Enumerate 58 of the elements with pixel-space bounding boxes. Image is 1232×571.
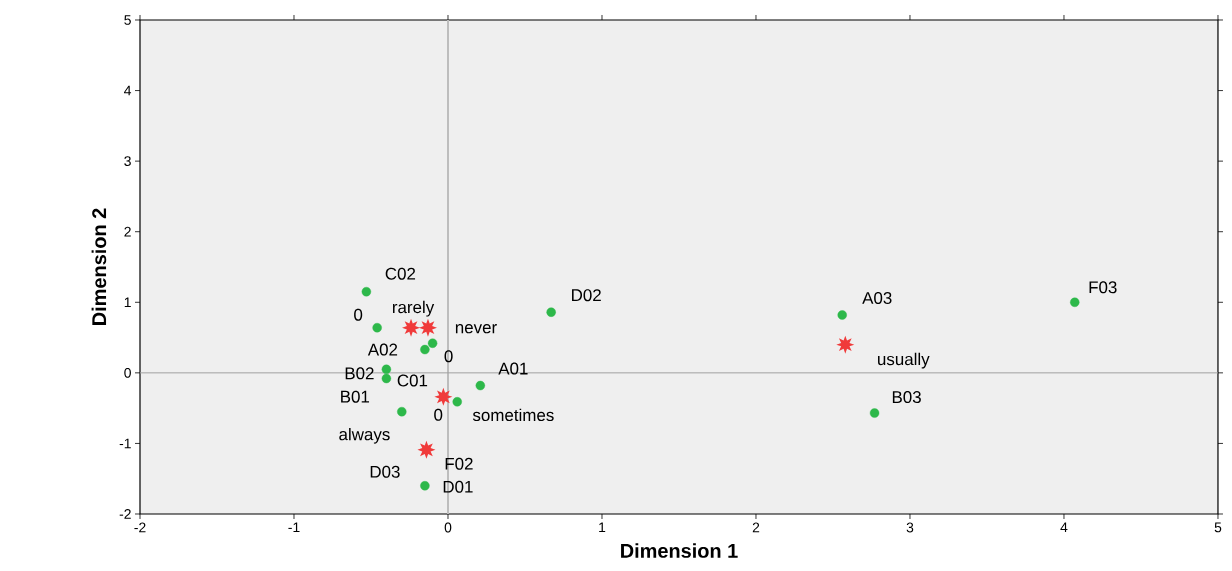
- annotation: C01: [397, 374, 428, 387]
- x-tick-label: 1: [599, 522, 606, 533]
- annotation: D01: [443, 480, 473, 493]
- point: [546, 307, 556, 317]
- point: [420, 344, 430, 355]
- annotation: A03: [862, 291, 892, 304]
- x-tick-label: 0: [444, 522, 452, 533]
- annotation: never: [455, 324, 497, 334]
- point: [836, 335, 855, 354]
- annotation: always: [339, 427, 390, 444]
- y-axis-title: Dimension 2: [91, 208, 107, 325]
- y-tick-label: -1: [119, 438, 131, 449]
- y-tick-label: 2: [124, 226, 131, 237]
- point: [417, 440, 436, 459]
- x-tick-label: 5: [1214, 522, 1222, 533]
- point: [372, 322, 382, 333]
- point: [1070, 297, 1080, 307]
- y-tick-label: 0: [124, 367, 131, 378]
- annotation: B02: [345, 367, 374, 380]
- point: [402, 318, 421, 337]
- y-tick-label: 3: [124, 156, 131, 167]
- annotation: A02: [367, 343, 398, 356]
- x-tick-label: -1: [288, 522, 300, 533]
- annotation: F03: [1089, 281, 1117, 294]
- annotation: 0: [354, 308, 363, 321]
- y-tick-label: 5: [124, 15, 131, 25]
- annotation: A01: [498, 362, 528, 375]
- x-tick-label: 4: [1060, 522, 1068, 533]
- point: [381, 373, 392, 384]
- point: [418, 318, 437, 337]
- annotation: sometimes: [472, 408, 554, 422]
- x-axis-title: Dimension 1: [621, 543, 738, 558]
- x-tick-label: 3: [906, 522, 914, 533]
- point: [420, 481, 430, 491]
- y-tick-label: 1: [124, 297, 131, 308]
- y-tick-label: -2: [119, 509, 131, 519]
- point: [361, 287, 372, 297]
- annotation: 0: [444, 350, 453, 363]
- point: [427, 338, 438, 348]
- point: [397, 406, 407, 417]
- point: [434, 387, 453, 406]
- annotation: B03: [892, 391, 921, 404]
- point: [869, 408, 880, 418]
- annotation: D03: [370, 465, 400, 478]
- point: [837, 310, 847, 320]
- annotation: rarely: [392, 300, 435, 317]
- point: [452, 397, 462, 407]
- annotation: 0: [434, 408, 443, 421]
- annotation: C02: [385, 267, 416, 280]
- y-tick-label: 4: [124, 85, 132, 96]
- annotation: F02: [445, 457, 473, 470]
- x-tick-label: 2: [752, 522, 760, 533]
- annotation: D02: [572, 289, 601, 302]
- point: [381, 364, 392, 375]
- annotation: usually: [878, 352, 930, 369]
- x-tick-label: -2: [134, 522, 146, 533]
- point: [475, 380, 486, 391]
- annotation: B01: [341, 390, 370, 403]
